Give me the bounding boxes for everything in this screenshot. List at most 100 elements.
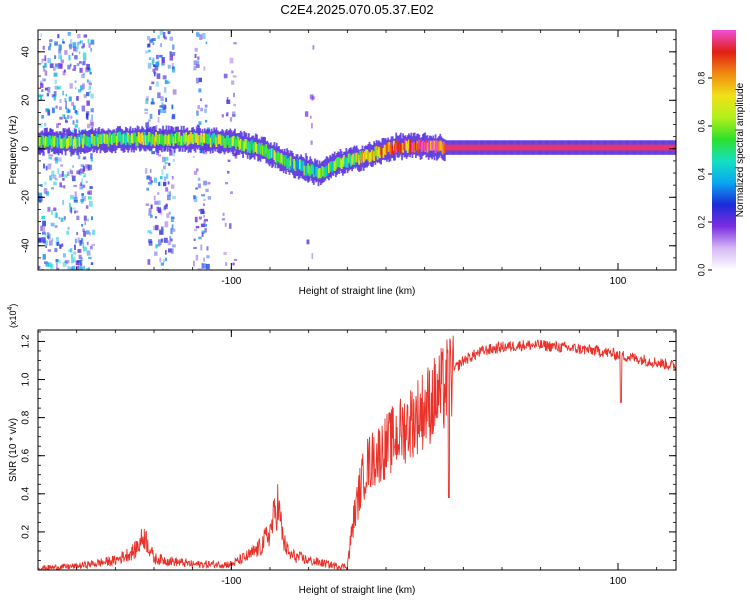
ridge-core <box>651 144 654 151</box>
noise-speck <box>147 62 152 69</box>
ridge-core <box>673 144 676 151</box>
noise-speck <box>198 121 202 125</box>
ridge-core <box>315 166 317 177</box>
noise-speck <box>161 59 165 66</box>
ridge-core <box>275 153 278 164</box>
ridge-core <box>328 163 330 174</box>
noise-speck <box>77 237 80 243</box>
colorbar-tick-label: 0.0 <box>696 264 706 277</box>
ridge-core <box>578 144 581 151</box>
noise-speck <box>172 113 176 119</box>
ridge-core <box>468 144 471 151</box>
noise-speck <box>83 57 87 61</box>
noise-speck <box>159 230 163 235</box>
noise-speck <box>42 65 45 68</box>
noise-speck <box>51 94 56 98</box>
noise-speck <box>147 259 151 265</box>
noise-speck <box>74 238 77 244</box>
noise-speck <box>80 182 83 186</box>
ridge-core <box>446 144 449 151</box>
ridge-core <box>384 145 387 155</box>
ridge-core <box>658 144 661 151</box>
noise-speck <box>163 237 168 243</box>
ridge-core <box>396 139 399 150</box>
noise-speck <box>87 38 90 44</box>
noise-speck <box>156 54 159 60</box>
noise-speck <box>71 259 75 264</box>
ridge-core <box>522 144 525 151</box>
ridge-core <box>257 144 259 154</box>
noise-speck <box>85 67 88 73</box>
noise-speck <box>90 153 93 159</box>
noise-speck <box>148 182 153 186</box>
noise-speck <box>203 198 206 201</box>
ridge-core <box>278 152 280 163</box>
ridge-core <box>77 135 80 145</box>
noise-speck <box>58 49 62 54</box>
noise-speck <box>85 268 90 270</box>
ridge-core <box>635 144 638 151</box>
noise-speck <box>73 127 76 131</box>
ridge-core <box>337 157 340 167</box>
noise-speck <box>204 228 207 233</box>
ridge-core <box>304 165 307 176</box>
noise-speck <box>89 90 92 94</box>
noise-speck <box>55 259 59 263</box>
noise-speck <box>232 152 237 157</box>
ridge-core <box>437 141 439 152</box>
ridge-core <box>426 142 429 153</box>
ridge-core <box>370 149 373 160</box>
ridge-core <box>509 144 511 151</box>
ridge-core <box>251 139 254 150</box>
noise-speck <box>54 248 58 253</box>
ridge-core <box>263 145 265 155</box>
noise-speck <box>49 163 52 166</box>
ridge-core <box>225 135 228 146</box>
spectrogram-axes: -100 100 -40 -20 0 20 40 <box>21 30 676 287</box>
noise-speck <box>44 78 47 81</box>
ridge-core <box>477 144 480 151</box>
ridge-core <box>514 144 517 151</box>
ridge-core <box>292 161 294 171</box>
ridge-core <box>331 162 334 173</box>
noise-speck <box>75 265 80 270</box>
noise-speck <box>158 182 160 186</box>
ridge-core <box>223 138 226 148</box>
noise-speck <box>51 209 53 215</box>
ridge-core <box>498 144 501 151</box>
noise-speck <box>59 106 62 110</box>
noise-speck <box>146 96 149 101</box>
noise-speck <box>193 238 196 241</box>
ridge-core <box>587 144 590 151</box>
noise-speck <box>223 251 227 255</box>
noise-speck <box>70 63 72 67</box>
noise-speck <box>150 204 153 209</box>
noise-speck <box>149 113 153 119</box>
noise-speck <box>205 263 210 270</box>
ridge-core <box>614 144 617 151</box>
noise-speck <box>90 122 94 127</box>
ridge-core <box>654 144 656 151</box>
noise-speck <box>160 43 162 48</box>
noise-speck <box>172 244 176 248</box>
ridge-core <box>98 134 101 144</box>
noise-speck <box>160 238 164 243</box>
noise-speck <box>146 175 150 180</box>
noise-speck <box>67 171 70 176</box>
noise-speck <box>149 231 153 235</box>
noise-speck <box>155 125 158 131</box>
noise-speck <box>43 163 46 169</box>
noise-speck <box>42 231 46 235</box>
ridge-core <box>154 136 156 147</box>
noise-speck <box>74 124 78 128</box>
ridge-core <box>238 140 241 150</box>
snr-axes: -100 100 0.2 0.4 0.6 0.8 1.0 1.2 <box>21 330 676 587</box>
noise-speck <box>199 98 202 102</box>
y-tick-label: -20 <box>21 190 32 205</box>
ridge-core <box>665 144 668 151</box>
ridge-core <box>483 144 486 151</box>
noise-speck <box>70 153 73 157</box>
ridge-core <box>382 148 385 158</box>
ridge-core <box>535 144 538 151</box>
ridge-core <box>39 135 41 146</box>
